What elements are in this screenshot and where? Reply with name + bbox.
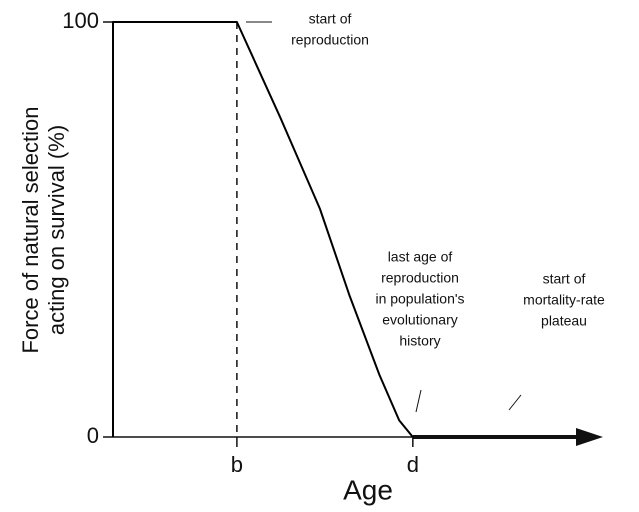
annotation: mortality-rate [523,292,605,308]
annotation: start of [309,11,352,27]
annotation: history [399,333,440,349]
y-axis-label-line: acting on survival (%) [44,125,69,335]
x-axis-label: Age [343,474,393,505]
annotation: evolutionary [382,312,458,328]
y-axis-label: Force of natural selection acting on sur… [18,106,69,353]
annotation: in population's [375,291,464,307]
leader-line [508,394,522,411]
x-tick-label: b [231,452,243,477]
leader-line [415,389,422,413]
annotation: reproduction [381,270,459,286]
y-tick-label: 0 [87,423,99,448]
y-axis-label-line: Force of natural selection [18,106,43,353]
y-tick-label: 100 [62,8,99,33]
x-axis-arrow [576,428,603,446]
annotation: plateau [541,313,587,329]
annotation: start of [543,271,586,287]
x-tick-label: d [407,452,419,477]
line [112,21,414,438]
annotation: reproduction [291,32,369,48]
annotation: last age of [388,249,453,265]
